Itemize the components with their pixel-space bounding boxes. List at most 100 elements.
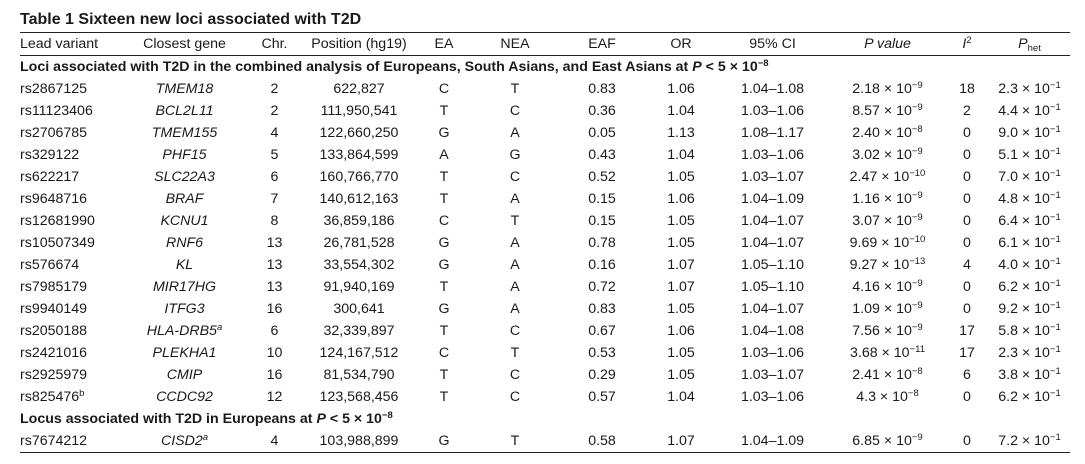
cell-eaf-text: 0.43	[588, 147, 616, 163]
cell-p-value: 3.02 × 10−9	[830, 144, 945, 166]
cell-p-value: 1.16 × 10−9	[830, 188, 945, 210]
cell-phet: 3.8 × 10−1	[989, 364, 1070, 386]
cell-p-value-superscript: −8	[911, 124, 923, 135]
cell-closest-gene: TMEM155	[123, 122, 246, 144]
cell-nea-text: A	[510, 191, 520, 207]
cell-phet: 2.3 × 10−1	[989, 342, 1070, 364]
cell-position-text: 300,641	[333, 301, 385, 317]
cell-ea-text: T	[439, 279, 449, 295]
cell-position: 32,339,897	[303, 320, 415, 342]
cell-or-text: 1.05	[667, 169, 695, 185]
cell-ci: 1.03–1.06	[715, 342, 830, 364]
cell-nea: T	[473, 342, 557, 364]
cell-lead-variant-text: rs7674212	[20, 433, 88, 449]
cell-nea-text: C	[509, 389, 521, 405]
cell-i2: 4	[945, 254, 989, 276]
cell-p-value-text: 6.85 × 10	[852, 433, 912, 449]
cell-eaf: 0.15	[557, 210, 647, 232]
cell-lead-variant-text: rs2706785	[20, 125, 88, 141]
cell-nea-text: T	[510, 433, 520, 449]
cell-ea-text: G	[438, 257, 450, 273]
cell-chr: 10	[246, 342, 303, 364]
cell-phet-superscript: −1	[1049, 168, 1061, 179]
cell-lead-variant-text: rs576674	[20, 257, 80, 273]
cell-lead-variant: rs2421016	[20, 342, 123, 364]
cell-ea: T	[415, 386, 473, 408]
cell-closest-gene-text: CISD2	[160, 433, 203, 449]
cell-closest-gene-text: KL	[175, 257, 194, 273]
cell-chr-text: 16	[266, 301, 283, 317]
cell-or: 1.07	[647, 254, 715, 276]
cell-nea: A	[473, 276, 557, 298]
cell-nea: A	[473, 122, 557, 144]
cell-chr: 4	[246, 122, 303, 144]
cell-lead-variant-text: rs9648716	[20, 191, 88, 207]
cell-lead-variant: rs329122	[20, 144, 123, 166]
cell-closest-gene-text: KCNU1	[160, 213, 209, 229]
cell-phet-text: 7.2 × 10	[998, 433, 1050, 449]
cell-p-value: 8.57 × 10−9	[830, 100, 945, 122]
cell-nea: A	[473, 254, 557, 276]
cell-phet: 5.8 × 10−1	[989, 320, 1070, 342]
cell-i2-text: 2	[963, 103, 971, 119]
cell-p-value-superscript: −9	[911, 322, 923, 333]
table-row: rs2867125 TMEM18 2 622,827 C T 0.83 1.06 1.04–1.…	[20, 78, 1070, 100]
cell-p-value-superscript: −9	[911, 102, 923, 113]
cell-or: 1.05	[647, 166, 715, 188]
cell-phet-text: 6.1 × 10	[998, 235, 1050, 251]
cell-i2-text: 0	[963, 389, 971, 405]
cell-or-text: 1.05	[667, 367, 695, 383]
cell-closest-gene-text: PLEKHA1	[152, 345, 217, 361]
cell-p-value-superscript: −9	[911, 190, 923, 201]
cell-or: 1.05	[647, 364, 715, 386]
cell-ci-text: 1.04–1.07	[740, 301, 805, 317]
cell-i2: 0	[945, 166, 989, 188]
table-body: Loci associated with T2D in the combined…	[20, 56, 1070, 453]
cell-ea: T	[415, 276, 473, 298]
cell-eaf-text: 0.72	[588, 279, 616, 295]
cell-lead-variant: rs7985179	[20, 276, 123, 298]
results-table: Lead variant Closest gene Chr. Position …	[20, 32, 1070, 453]
cell-phet-text: 2.3 × 10	[998, 81, 1050, 97]
cell-closest-gene: RNF6	[123, 232, 246, 254]
cell-chr-text: 6	[270, 323, 279, 339]
cell-or-text: 1.06	[667, 323, 695, 339]
cell-position: 26,781,528	[303, 232, 415, 254]
cell-chr-text: 5	[270, 147, 279, 163]
col-header-position: Position (hg19)	[303, 32, 415, 56]
cell-i2-text: 4	[963, 257, 971, 273]
cell-phet-text: 4.8 × 10	[998, 191, 1050, 207]
cell-or-text: 1.04	[667, 103, 695, 119]
cell-ci: 1.05–1.10	[715, 254, 830, 276]
cell-position-text: 133,864,599	[319, 147, 399, 163]
cell-position-text: 91,940,169	[323, 279, 395, 295]
cell-ea-text: G	[438, 235, 450, 251]
cell-eaf-text: 0.67	[588, 323, 616, 339]
cell-ci-text: 1.03–1.06	[740, 147, 805, 163]
cell-closest-gene-text: BCL2L11	[155, 103, 214, 119]
cell-phet: 4.8 × 10−1	[989, 188, 1070, 210]
cell-i2: 18	[945, 78, 989, 100]
cell-ci: 1.03–1.06	[715, 386, 830, 408]
cell-p-value-text: 7.56 × 10	[852, 323, 912, 339]
cell-or-text: 1.05	[667, 301, 695, 317]
cell-p-value: 7.56 × 10−9	[830, 320, 945, 342]
col-header-or: OR	[647, 32, 715, 56]
cell-eaf: 0.52	[557, 166, 647, 188]
cell-chr: 13	[246, 276, 303, 298]
table-row: rs2050188 HLA-DRB5a 6 32,339,897 T C 0.67 1.06 1…	[20, 320, 1070, 342]
cell-ea-text: C	[438, 213, 450, 229]
cell-eaf-text: 0.52	[588, 169, 616, 185]
cell-lead-variant: rs9648716	[20, 188, 123, 210]
col-header-chr: Chr.	[246, 32, 303, 56]
cell-ea-text: G	[438, 301, 450, 317]
cell-p-value-text: 3.07 × 10	[852, 213, 912, 229]
cell-nea-text: T	[510, 345, 520, 361]
cell-chr: 16	[246, 364, 303, 386]
table-row: rs622217 SLC22A3 6 160,766,770 T C 0.52 1.05 1.0…	[20, 166, 1070, 188]
cell-p-value-text: 2.40 × 10	[852, 125, 912, 141]
cell-or: 1.06	[647, 78, 715, 100]
cell-phet: 4.4 × 10−1	[989, 100, 1070, 122]
cell-nea-text: A	[510, 301, 520, 317]
cell-or: 1.05	[647, 232, 715, 254]
